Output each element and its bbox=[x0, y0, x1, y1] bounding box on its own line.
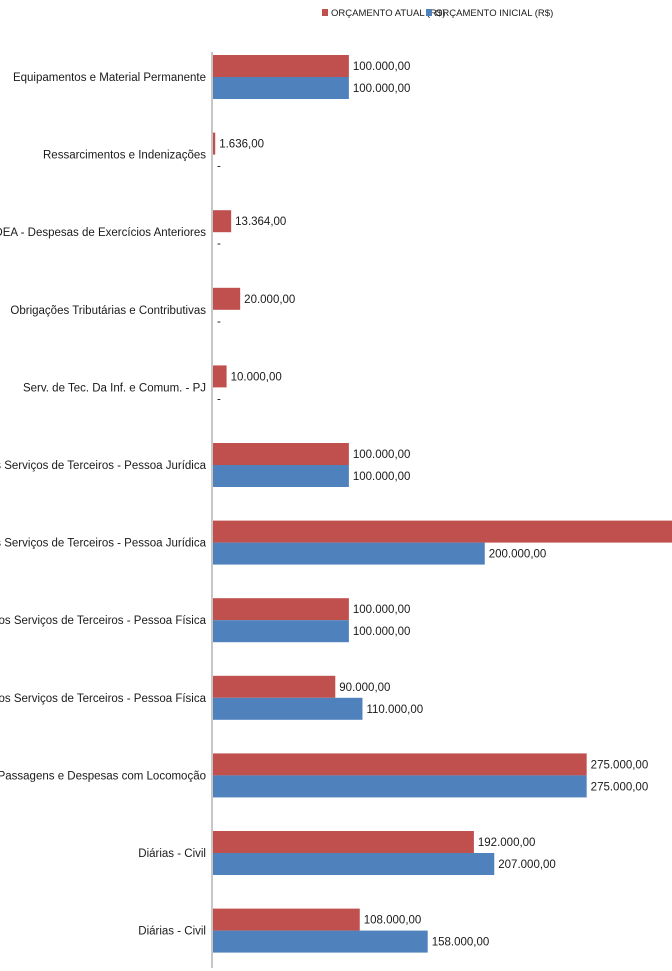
label-group: Equipamentos e Material Permanente 100.00… bbox=[0, 61, 649, 949]
category-label: Outros Serviços de Terceiros - Pessoa Fí… bbox=[0, 693, 207, 705]
data-label: - bbox=[217, 161, 221, 173]
category-label: Passagens e Despesas com Locomoção bbox=[0, 770, 206, 782]
data-label: 100.000,00 bbox=[353, 604, 411, 616]
data-label: 100.000,00 bbox=[353, 471, 411, 483]
bar-orcamento-atual bbox=[213, 443, 349, 465]
bar-group bbox=[213, 55, 672, 953]
legend: ORÇAMENTO ATUAL (R$)ORÇAMENTO INICIAL (R… bbox=[322, 8, 553, 19]
data-label: 192.000,00 bbox=[478, 837, 536, 849]
bar-orcamento-atual bbox=[213, 831, 474, 853]
data-label: - bbox=[217, 393, 221, 405]
bar-orcamento-atual bbox=[213, 287, 241, 310]
data-label: 207.000,00 bbox=[498, 859, 556, 871]
bar-orcamento-atual bbox=[213, 365, 227, 388]
data-label: 100.000,00 bbox=[353, 626, 411, 638]
data-label: 275.000,00 bbox=[591, 781, 649, 793]
data-label: 100.000,00 bbox=[353, 83, 411, 95]
legend-entry: ORÇAMENTO INICIAL (R$) bbox=[435, 8, 553, 19]
category-label: DEA - Despesas de Exercícios Anteriores bbox=[0, 227, 206, 239]
category-label: Ressarcimentos e Indenizações bbox=[43, 150, 206, 162]
bar-orcamento-atual bbox=[213, 132, 216, 155]
data-label: - bbox=[217, 316, 221, 328]
category-label: Outros Serviços de Terceiros - Pessoa Ju… bbox=[0, 538, 207, 550]
data-label: 200.000,00 bbox=[489, 549, 547, 561]
data-label: 100.000,00 bbox=[353, 449, 411, 461]
legend-entry: ORÇAMENTO ATUAL (R$) bbox=[331, 8, 445, 19]
category-label: Serv. de Tec. Da Inf. e Comum. - PJ bbox=[23, 382, 206, 394]
data-label: 20.000,00 bbox=[244, 294, 295, 306]
category-label: Obrigações Tributárias e Contributivas bbox=[10, 305, 206, 317]
data-label: 10.000,00 bbox=[231, 371, 282, 383]
bar-orcamento-atual bbox=[213, 210, 232, 233]
bar-orcamento-inicial bbox=[213, 853, 495, 875]
data-label: - bbox=[217, 238, 221, 250]
category-label: Diárias - Civil bbox=[138, 926, 206, 938]
bar-orcamento-inicial bbox=[213, 930, 428, 953]
legend-swatch bbox=[426, 9, 432, 16]
legend-swatch bbox=[322, 9, 328, 16]
data-label: 110.000,00 bbox=[366, 704, 423, 716]
data-label: 90.000,00 bbox=[339, 682, 390, 694]
category-label: Outros Serviços de Terceiros - Pessoa Fí… bbox=[0, 615, 207, 627]
bar-orcamento-inicial bbox=[213, 697, 363, 720]
category-label: Equipamentos e Material Permanente bbox=[13, 72, 206, 84]
data-label: 108.000,00 bbox=[364, 915, 422, 927]
bar-orcamento-inicial bbox=[213, 77, 349, 99]
data-label: 100.000,00 bbox=[353, 61, 411, 73]
data-label: 13.364,00 bbox=[235, 216, 286, 228]
bar-orcamento-atual bbox=[213, 520, 672, 543]
bar-orcamento-inicial bbox=[213, 465, 349, 487]
bar-orcamento-atual bbox=[213, 675, 336, 698]
bar-orcamento-atual bbox=[213, 753, 587, 776]
bar-orcamento-inicial bbox=[213, 775, 587, 798]
bar-orcamento-atual bbox=[213, 55, 349, 77]
data-label: 275.000,00 bbox=[591, 759, 649, 771]
bar-orcamento-atual bbox=[213, 908, 360, 931]
bar-orcamento-inicial bbox=[213, 620, 349, 643]
bar-orcamento-atual bbox=[213, 598, 349, 621]
data-label: 1.636,00 bbox=[219, 139, 264, 151]
category-label: Outros Serviços de Terceiros - Pessoa Ju… bbox=[0, 460, 207, 472]
category-label: Diárias - Civil bbox=[138, 848, 206, 860]
data-label: 158.000,00 bbox=[432, 937, 490, 949]
bar-orcamento-inicial bbox=[213, 542, 485, 565]
